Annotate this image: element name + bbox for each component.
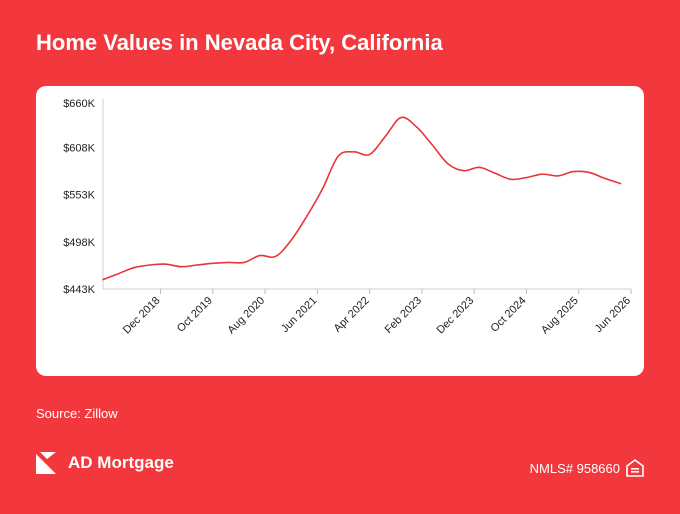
chart-title: Home Values in Nevada City, California: [36, 30, 443, 55]
x-tick-label: Feb 2023: [383, 295, 424, 336]
x-tick-label: Dec 2023: [435, 295, 477, 337]
y-tick-label: $553K: [63, 190, 95, 202]
x-tick-label: Oct 2019: [175, 295, 215, 335]
x-tick-label: Aug 2025: [539, 295, 581, 337]
x-tick-label: Jun 2026: [593, 295, 633, 335]
nmls-number: NMLS# 958660: [529, 461, 620, 476]
home-value-series-line: [102, 116, 622, 281]
x-tick-label: Apr 2022: [332, 295, 372, 335]
y-tick-label: $660K: [63, 98, 95, 110]
y-tick-label: $443K: [63, 284, 95, 296]
chart-card: $443K $498K $553K $608K $660K Dec 2018 Oct 20…: [36, 86, 644, 376]
source-note: Source: Zillow: [36, 406, 118, 421]
plot-area: [102, 116, 622, 281]
brand: AD Mortgage: [36, 452, 174, 474]
x-tick-label: Dec 2018: [121, 295, 163, 337]
ad-mortgage-logo-icon: [36, 452, 56, 474]
equal-housing-icon: [626, 459, 644, 477]
y-tick-label: $498K: [63, 237, 95, 249]
x-tick-label: Jun 2021: [279, 295, 319, 335]
x-tick-label: Aug 2020: [225, 295, 267, 337]
x-axis: Dec 2018 Oct 2019 Aug 2020 Jun 2021 Apr 2022…: [103, 288, 633, 337]
y-axis: $443K $498K $553K $608K $660K: [63, 98, 104, 296]
line-chart: $443K $498K $553K $608K $660K Dec 2018 Oct 20…: [63, 98, 633, 337]
y-tick-label: $608K: [63, 143, 95, 155]
x-tick-label: Oct 2024: [489, 295, 529, 335]
brand-name: AD Mortgage: [68, 453, 174, 472]
